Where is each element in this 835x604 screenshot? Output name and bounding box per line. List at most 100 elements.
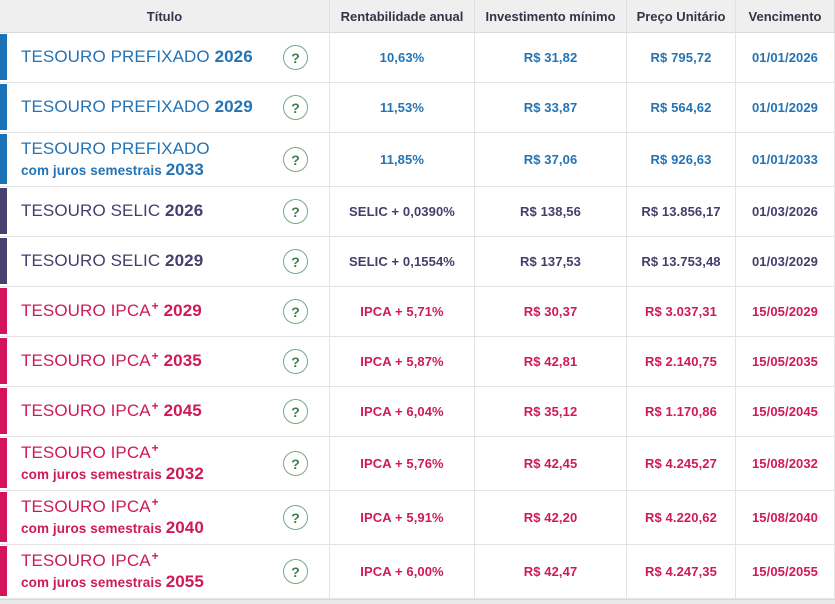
bond-title-line1: TESOURO PREFIXADO 2029 [21, 97, 253, 117]
annual-rate-cell: IPCA + 6,00% [330, 545, 475, 599]
help-icon[interactable]: ? [283, 505, 308, 530]
category-color-bar [0, 546, 7, 596]
bond-title: TESOURO IPCA+ 2029 [21, 299, 202, 321]
table-row[interactable]: TESOURO PREFIXADO 2026? 10,63% R$ 31,82 R$ … [0, 33, 835, 83]
bond-title: TESOURO PREFIXADO 2026 [21, 47, 253, 67]
unit-price-cell: R$ 13.856,17 [627, 187, 736, 237]
plus-superscript-icon: + [151, 399, 159, 414]
bond-title-cell: TESOURO IPCA+ com juros semestrais 2040? [0, 491, 330, 545]
bond-name: TESOURO SELIC [21, 251, 161, 271]
bond-title-line1: TESOURO IPCA+ [21, 495, 204, 517]
min-investment-cell: R$ 138,56 [475, 187, 627, 237]
min-investment-cell: R$ 42,47 [475, 545, 627, 599]
column-header-vencimento: Vencimento [736, 0, 835, 33]
maturity-cell: 01/03/2026 [736, 187, 835, 237]
annual-rate-cell: IPCA + 5,87% [330, 337, 475, 387]
help-icon[interactable]: ? [283, 559, 308, 584]
table-row[interactable]: TESOURO SELIC 2026? SELIC + 0,0390% R$ 138… [0, 187, 835, 237]
bond-title: TESOURO PREFIXADO com juros semestrais 20… [21, 139, 210, 179]
help-icon[interactable]: ? [283, 199, 308, 224]
help-icon[interactable]: ? [283, 45, 308, 70]
column-header-investimento-minimo: Investimento mínimo [475, 0, 627, 33]
table-row[interactable]: TESOURO PREFIXADO com juros semestrais 20… [0, 133, 835, 187]
bond-title-line1: TESOURO IPCA+ [21, 441, 204, 463]
bond-title: TESOURO SELIC 2026 [21, 201, 203, 221]
category-color-bar [0, 438, 7, 488]
min-investment-cell: R$ 37,06 [475, 133, 627, 187]
bond-title-line1: TESOURO IPCA+ 2035 [21, 349, 202, 371]
maturity-cell: 15/05/2035 [736, 337, 835, 387]
bond-name: TESOURO IPCA [21, 301, 151, 321]
bond-title: TESOURO PREFIXADO 2029 [21, 97, 253, 117]
bond-title-line1: TESOURO IPCA+ 2029 [21, 299, 202, 321]
bond-year: 2033 [165, 159, 204, 179]
category-color-bar [0, 238, 7, 284]
bond-title-cell: TESOURO PREFIXADO 2029? [0, 83, 330, 133]
category-color-bar [0, 134, 7, 184]
bond-year: 2026 [214, 47, 253, 67]
min-investment-cell: R$ 30,37 [475, 287, 627, 337]
min-investment-cell: R$ 33,87 [475, 83, 627, 133]
bond-year: 2026 [165, 201, 204, 221]
bond-title-line1: TESOURO PREFIXADO [21, 139, 210, 159]
bond-title-cell: TESOURO SELIC 2026? [0, 187, 330, 237]
min-investment-cell: R$ 42,20 [475, 491, 627, 545]
column-header-preco-unitario: Preço Unitário [627, 0, 736, 33]
bond-title: TESOURO SELIC 2029 [21, 251, 203, 271]
bond-title-cell: TESOURO PREFIXADO 2026? [0, 33, 330, 83]
help-icon[interactable]: ? [283, 95, 308, 120]
annual-rate-cell: IPCA + 6,04% [330, 387, 475, 437]
category-color-bar [0, 188, 7, 234]
unit-price-cell: R$ 4.245,27 [627, 437, 736, 491]
help-icon[interactable]: ? [283, 349, 308, 374]
bond-year: 2045 [163, 401, 202, 421]
bond-name: TESOURO PREFIXADO [21, 97, 210, 117]
annual-rate-cell: 11,85% [330, 133, 475, 187]
bond-year: 2032 [165, 463, 204, 483]
plus-superscript-icon: + [151, 495, 159, 510]
help-icon[interactable]: ? [283, 299, 308, 324]
unit-price-cell: R$ 1.170,86 [627, 387, 736, 437]
help-icon[interactable]: ? [283, 451, 308, 476]
help-icon[interactable]: ? [283, 399, 308, 424]
bond-title: TESOURO IPCA+ com juros semestrais 2040 [21, 495, 204, 538]
table-row[interactable]: TESOURO SELIC 2029? SELIC + 0,1554% R$ 137… [0, 237, 835, 287]
table-row[interactable]: TESOURO IPCA+ com juros semestrais 2040? I… [0, 491, 835, 545]
bond-title: TESOURO IPCA+ com juros semestrais 2032 [21, 441, 204, 483]
table-row[interactable]: TESOURO IPCA+ com juros semestrais 2055? I… [0, 545, 835, 599]
maturity-cell: 15/05/2045 [736, 387, 835, 437]
bond-subtitle: com juros semestrais [21, 466, 162, 482]
table-row[interactable]: TESOURO IPCA+ 2029? IPCA + 5,71% R$ 30,37 R… [0, 287, 835, 337]
column-header-titulo: Título [0, 0, 330, 33]
bond-year: 2029 [214, 97, 253, 117]
table-row[interactable]: TESOURO IPCA+ 2045? IPCA + 6,04% R$ 35,12 R… [0, 387, 835, 437]
plus-superscript-icon: + [151, 299, 159, 314]
bond-name: TESOURO IPCA [21, 351, 151, 371]
bond-year: 2029 [165, 251, 204, 271]
bond-subtitle: com juros semestrais [21, 162, 162, 178]
bond-title-line2: com juros semestrais 2040 [21, 518, 204, 538]
min-investment-cell: R$ 31,82 [475, 33, 627, 83]
bond-title: TESOURO IPCA+ com juros semestrais 2055 [21, 549, 204, 591]
bond-title-line1: TESOURO SELIC 2026 [21, 201, 203, 221]
bond-name: TESOURO IPCA [21, 551, 151, 571]
table-row[interactable]: TESOURO IPCA+ com juros semestrais 2032? I… [0, 437, 835, 491]
annual-rate-cell: SELIC + 0,1554% [330, 237, 475, 287]
bond-title-cell: TESOURO SELIC 2029? [0, 237, 330, 287]
unit-price-cell: R$ 564,62 [627, 83, 736, 133]
bond-title: TESOURO IPCA+ 2045 [21, 399, 202, 421]
unit-price-cell: R$ 926,63 [627, 133, 736, 187]
annual-rate-cell: 10,63% [330, 33, 475, 83]
category-color-bar [0, 34, 7, 80]
bond-name: TESOURO IPCA [21, 443, 151, 463]
help-icon[interactable]: ? [283, 249, 308, 274]
table-row[interactable]: TESOURO PREFIXADO 2029? 11,53% R$ 33,87 R$ … [0, 83, 835, 133]
help-icon[interactable]: ? [283, 147, 308, 172]
table-header: Título Rentabilidade anual Investimento … [0, 0, 835, 33]
unit-price-cell: R$ 4.247,35 [627, 545, 736, 599]
annual-rate-cell: SELIC + 0,0390% [330, 187, 475, 237]
table-row[interactable]: TESOURO IPCA+ 2035? IPCA + 5,87% R$ 42,81 R… [0, 337, 835, 387]
bond-year: 2035 [163, 351, 202, 371]
unit-price-cell: R$ 2.140,75 [627, 337, 736, 387]
